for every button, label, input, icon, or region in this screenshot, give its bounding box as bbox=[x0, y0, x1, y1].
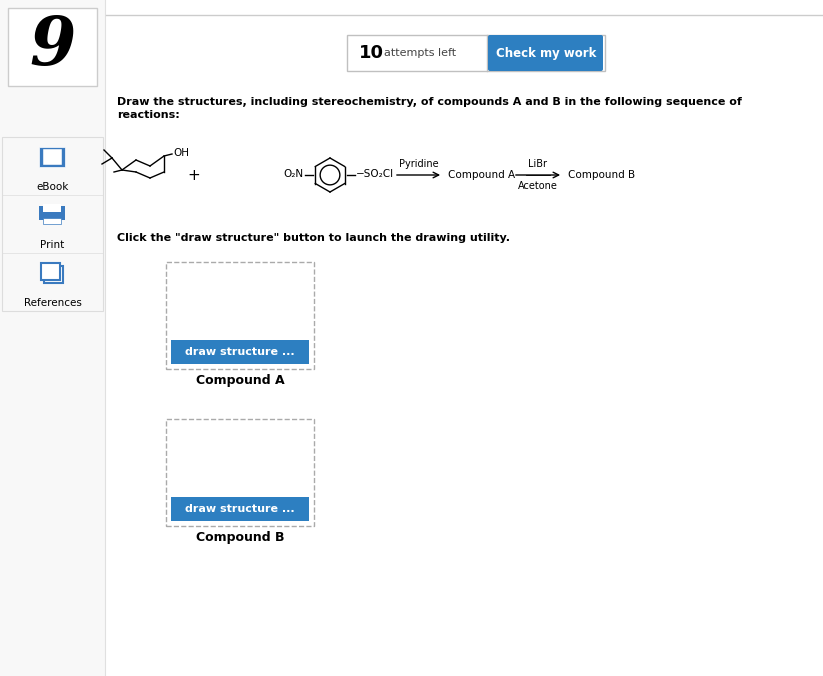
Text: attempts left: attempts left bbox=[377, 48, 456, 58]
Bar bbox=[166, 262, 314, 369]
Bar bbox=[41, 263, 61, 280]
Text: Click the "draw structure" button to launch the drawing utility.: Click the "draw structure" button to lau… bbox=[117, 233, 510, 243]
Text: Compound B: Compound B bbox=[196, 531, 284, 544]
Bar bbox=[44, 149, 63, 165]
Text: LiBr: LiBr bbox=[528, 159, 547, 169]
Text: draw structure ...: draw structure ... bbox=[185, 504, 295, 514]
Bar bbox=[44, 218, 62, 224]
Text: Compound A: Compound A bbox=[196, 374, 284, 387]
Text: 9: 9 bbox=[30, 14, 76, 80]
Bar bbox=[2, 137, 103, 311]
Text: O₂N: O₂N bbox=[284, 169, 304, 179]
Bar bbox=[8, 8, 97, 86]
Text: draw structure ...: draw structure ... bbox=[185, 347, 295, 357]
Bar bbox=[44, 266, 63, 283]
Text: Compound B: Compound B bbox=[568, 170, 635, 180]
Text: eBook: eBook bbox=[36, 182, 68, 192]
FancyBboxPatch shape bbox=[488, 35, 603, 71]
FancyBboxPatch shape bbox=[171, 340, 309, 364]
Text: Pyridine: Pyridine bbox=[398, 159, 439, 169]
FancyBboxPatch shape bbox=[171, 497, 309, 521]
Text: Draw the structures, including stereochemistry, of compounds A and B in the foll: Draw the structures, including stereoche… bbox=[117, 97, 742, 107]
Text: Check my work: Check my work bbox=[495, 47, 596, 59]
Bar bbox=[166, 419, 314, 526]
Text: 10: 10 bbox=[359, 44, 384, 62]
Text: Compound A: Compound A bbox=[448, 170, 515, 180]
Bar bbox=[40, 206, 66, 220]
Text: Print: Print bbox=[40, 240, 65, 250]
Bar bbox=[166, 419, 314, 526]
Bar bbox=[0, 0, 105, 676]
Text: OH: OH bbox=[173, 148, 189, 158]
Bar bbox=[44, 149, 63, 165]
Bar bbox=[44, 204, 62, 212]
Bar bbox=[347, 35, 605, 71]
Text: +: + bbox=[188, 168, 200, 183]
Text: References: References bbox=[24, 298, 81, 308]
Text: Acetone: Acetone bbox=[518, 181, 558, 191]
Text: −SO₂Cl: −SO₂Cl bbox=[356, 169, 394, 179]
Bar bbox=[40, 147, 66, 167]
Text: reactions:: reactions: bbox=[117, 110, 179, 120]
Bar bbox=[166, 262, 314, 369]
